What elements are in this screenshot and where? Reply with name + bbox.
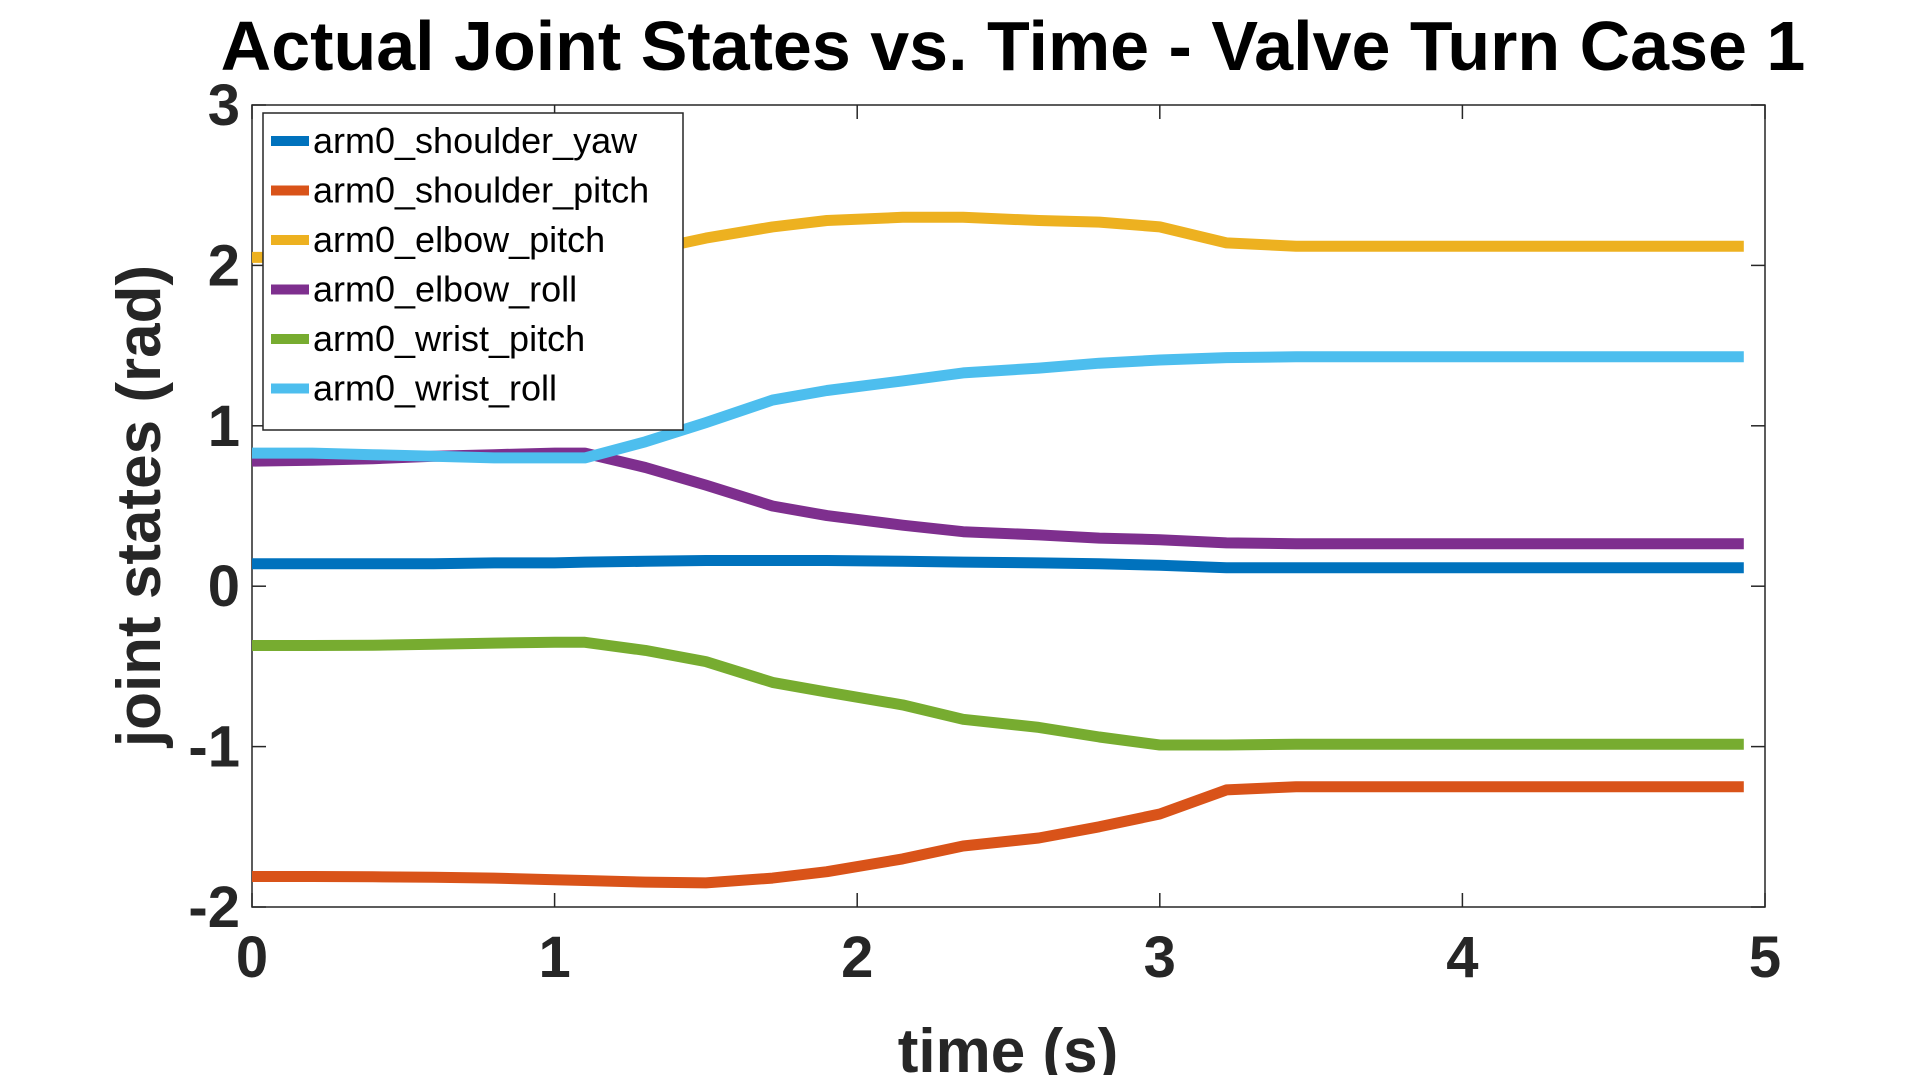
y-tick-label: 0 [208,554,240,619]
legend-label: arm0_shoulder_pitch [313,170,649,211]
x-tick-label: 3 [1144,925,1176,990]
legend-label: arm0_wrist_roll [313,368,557,409]
x-tick-label: 1 [538,925,570,990]
legend: arm0_shoulder_yaw arm0_shoulder_pitch arm0… [262,112,684,431]
x-tick-label: 2 [841,925,873,990]
y-tick-label: -1 [188,715,240,780]
y-axis-label: joint states (rad) [105,265,174,748]
legend-label: arm0_elbow_roll [313,269,577,310]
legend-label: arm0_shoulder_yaw [313,120,638,161]
series-line-arm0-wrist-roll [252,351,1744,464]
plot-frame [251,104,1766,908]
y-tick-label: -2 [188,875,240,940]
y-tick-label: 2 [208,233,240,298]
series-line-arm0-shoulder-yaw [252,555,1744,574]
y-tick-label: 1 [208,394,240,459]
legend-label: arm0_wrist_pitch [313,318,585,359]
axis-ticks: 0 1 2 3 4 5 -2 -1 0 1 2 3 [188,73,1781,990]
x-tick-label: 5 [1749,925,1781,990]
x-tick-label: 0 [236,925,268,990]
series-line-arm0-wrist-pitch [252,636,1744,751]
legend-label: arm0_elbow_pitch [313,219,605,260]
legend-box [262,112,684,431]
x-tick-label: 4 [1446,925,1478,990]
series-line-arm0-shoulder-pitch [252,781,1744,889]
chart-title: Actual Joint States vs. Time - Valve Tur… [221,7,1806,85]
y-tick-label: 3 [208,73,240,138]
x-axis-label: time (s) [898,1017,1118,1075]
